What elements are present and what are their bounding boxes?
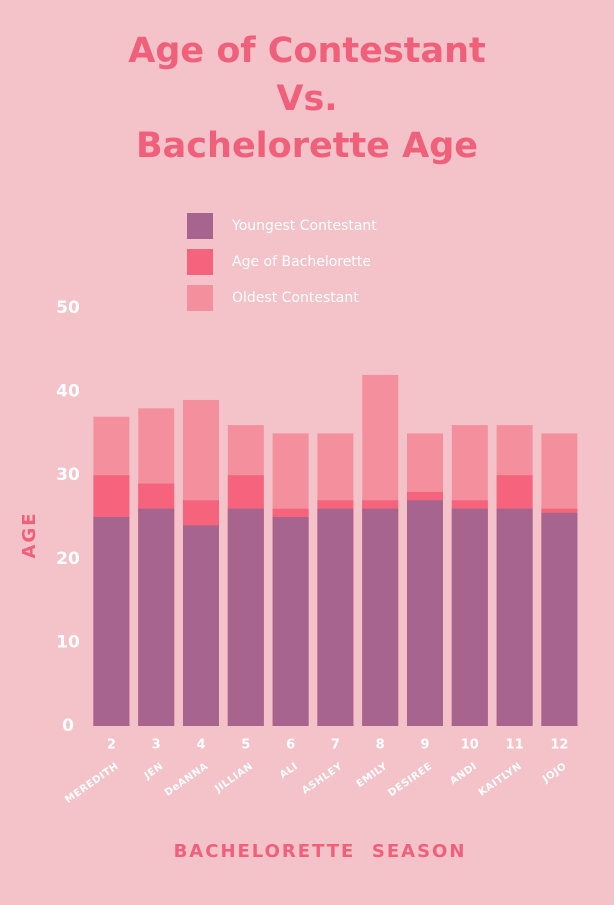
chart-title: Bachelorette Age (136, 126, 478, 166)
y-tick-label: 10 (56, 632, 80, 652)
legend-label: Youngest Contestant (231, 218, 377, 234)
legend-swatch (187, 285, 213, 311)
x-tick-label: 4 (196, 738, 205, 753)
x-tick-label: 8 (376, 738, 385, 753)
bar (496, 508, 533, 726)
legend-label: Age of Bachelorette (232, 254, 371, 270)
legend-swatch (187, 213, 213, 239)
x-tick-label: 2 (107, 738, 116, 753)
bar (183, 525, 219, 726)
x-tick-label: 3 (152, 738, 161, 753)
chart-title: Age of Contestant (128, 31, 485, 71)
bar (93, 517, 130, 726)
y-axis-title: AGE (19, 511, 40, 558)
legend-label: Oldest Contestant (232, 290, 359, 306)
x-tick-label: 6 (286, 738, 295, 753)
y-tick-label: 40 (56, 382, 80, 402)
x-tick-label: 12 (550, 738, 568, 753)
x-tick-label: 7 (331, 738, 340, 753)
x-axis-title: BACHELORETTE SEASON (174, 841, 467, 862)
bar (451, 508, 488, 726)
x-tick-label: 5 (241, 738, 250, 753)
x-tick-label: 11 (506, 738, 524, 753)
bar (407, 500, 443, 726)
x-tick-label: 9 (420, 738, 429, 753)
bar (227, 508, 264, 726)
bar (272, 517, 309, 726)
y-tick-label: 0 (62, 716, 74, 736)
bar (138, 508, 175, 726)
x-tick-label: 10 (461, 738, 479, 753)
bar (541, 512, 578, 726)
y-tick-label: 50 (56, 298, 80, 318)
bar (362, 508, 399, 726)
y-tick-label: 20 (56, 549, 80, 569)
bar (317, 508, 354, 726)
legend-swatch (187, 249, 213, 275)
chart-title: Vs. (276, 79, 337, 119)
y-tick-label: 30 (56, 465, 80, 485)
